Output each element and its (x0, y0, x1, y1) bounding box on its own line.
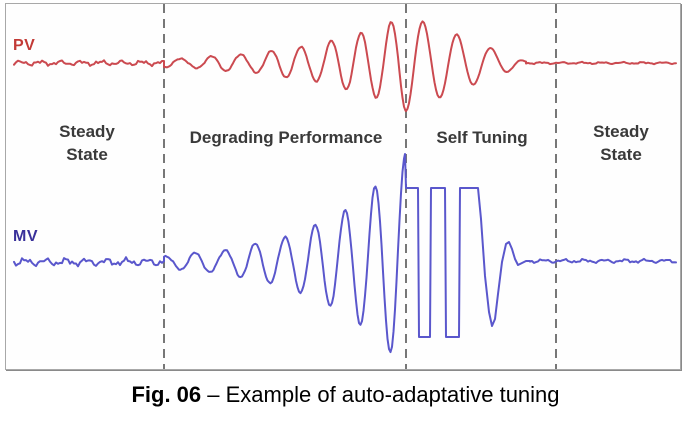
pv-trace-label: PV (13, 37, 36, 54)
figure-caption-text: – Example of auto-adaptative tuning (207, 382, 560, 407)
signal-traces (13, 20, 677, 354)
pv-trace (13, 20, 677, 112)
phase-label-steady-state-1: Steady State (59, 122, 115, 164)
mv-trace-label: MV (13, 228, 38, 245)
phase-label-steady-state-2: Steady State (593, 122, 649, 164)
figure-caption: Fig. 06 – Example of auto-adaptative tun… (0, 382, 691, 408)
phase-label-degrading-performance: Degrading Performance (189, 128, 383, 147)
mv-trace (13, 153, 677, 354)
waveform-plot (13, 4, 677, 369)
phase-label-self-tuning: Self Tuning (436, 128, 528, 147)
figure-frame: PV MV Steady State Degrading Performance… (5, 3, 681, 370)
figure-caption-number: Fig. 06 (131, 382, 202, 407)
